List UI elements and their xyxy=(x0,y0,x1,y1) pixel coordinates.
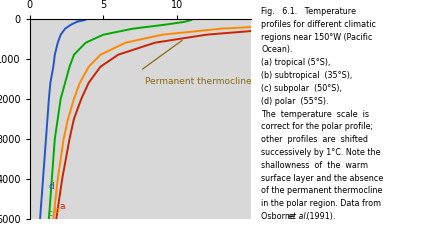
Text: other  profiles  are  shifted: other profiles are shifted xyxy=(261,135,368,144)
Text: in the polar region. Data from: in the polar region. Data from xyxy=(261,199,382,208)
Text: of the permanent thermocline: of the permanent thermocline xyxy=(261,186,383,195)
Text: (a) tropical (5°S),: (a) tropical (5°S), xyxy=(261,58,331,67)
Text: shallowness  of  the  warm: shallowness of the warm xyxy=(261,161,368,170)
Text: (d) polar  (55°S).: (d) polar (55°S). xyxy=(261,97,329,106)
Text: correct for the polar profile;: correct for the polar profile; xyxy=(261,122,374,131)
Text: (1991).: (1991). xyxy=(304,212,335,221)
Text: d: d xyxy=(49,182,55,192)
Text: Osborne: Osborne xyxy=(261,212,298,221)
Text: successively by 1°C. Note the: successively by 1°C. Note the xyxy=(261,148,381,157)
Text: Permanent thermocline: Permanent thermocline xyxy=(144,77,251,86)
Text: a: a xyxy=(59,202,65,212)
Text: b: b xyxy=(53,206,59,215)
Text: c: c xyxy=(48,209,52,218)
Text: (b) subtropical  (35°S),: (b) subtropical (35°S), xyxy=(261,71,353,80)
Text: regions near 150°W (Pacific: regions near 150°W (Pacific xyxy=(261,33,373,42)
Text: et al.: et al. xyxy=(288,212,308,221)
Text: The  temperature  scale  is: The temperature scale is xyxy=(261,110,369,119)
Text: (c) subpolar  (50°S),: (c) subpolar (50°S), xyxy=(261,84,342,93)
Text: surface layer and the absence: surface layer and the absence xyxy=(261,174,384,183)
Text: Ocean).: Ocean). xyxy=(261,45,293,55)
Text: Fig.   6.1.   Temperature: Fig. 6.1. Temperature xyxy=(261,7,357,16)
Text: profiles for different climatic: profiles for different climatic xyxy=(261,20,377,29)
